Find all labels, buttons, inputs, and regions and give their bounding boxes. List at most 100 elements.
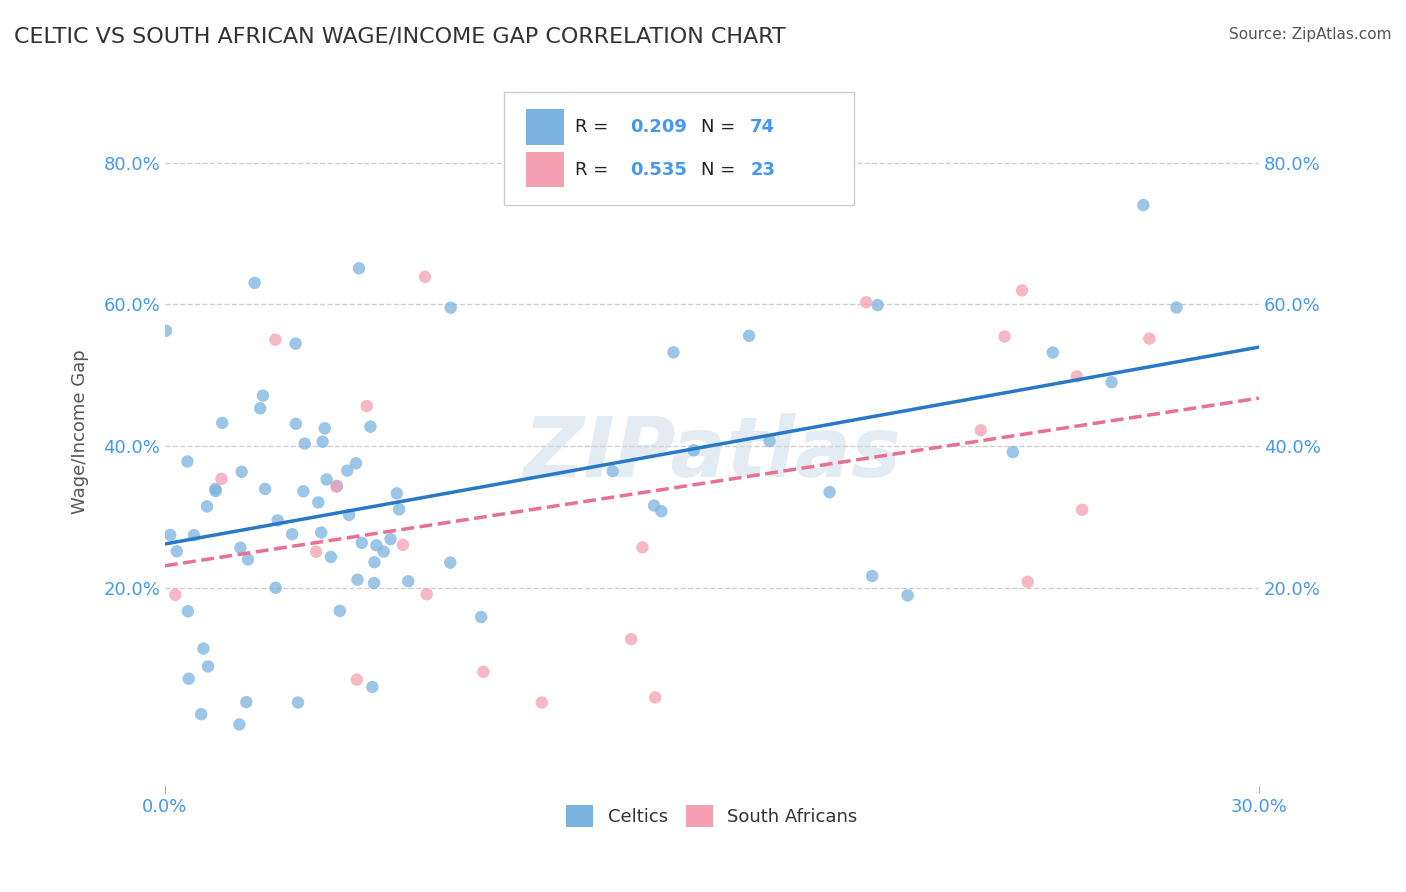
Point [346, 673, 368, 687]
Point [337, 508, 360, 522]
FancyBboxPatch shape [526, 110, 564, 145]
Point [346, 573, 368, 587]
Point [392, 538, 415, 552]
Point [235, 695, 257, 709]
Text: 23: 23 [751, 161, 775, 178]
Point [361, 680, 384, 694]
Point [264, 333, 287, 347]
Point [1011, 284, 1033, 298]
Point [344, 456, 367, 470]
Point [388, 502, 411, 516]
Point [380, 532, 402, 546]
Point [294, 436, 316, 450]
Point [682, 443, 704, 458]
Text: R =: R = [575, 161, 614, 178]
Point [177, 672, 200, 686]
Point [366, 538, 388, 552]
Point [159, 528, 181, 542]
FancyBboxPatch shape [503, 92, 855, 205]
Point [195, 500, 218, 514]
Point [860, 569, 883, 583]
Point [155, 324, 177, 338]
Point [738, 328, 761, 343]
Point [470, 610, 492, 624]
Point [281, 527, 304, 541]
Point [818, 485, 841, 500]
Point [236, 552, 259, 566]
Point [325, 480, 347, 494]
Text: 74: 74 [751, 118, 775, 136]
Point [305, 544, 328, 558]
Point [336, 464, 359, 478]
Point [866, 298, 889, 312]
Point [264, 581, 287, 595]
Point [1101, 375, 1123, 389]
Text: ZIPatlas: ZIPatlas [523, 413, 901, 494]
Text: R =: R = [575, 118, 614, 136]
Point [231, 465, 253, 479]
Point [356, 399, 378, 413]
Point [292, 484, 315, 499]
Point [530, 696, 553, 710]
Point [1137, 332, 1160, 346]
Point [228, 717, 250, 731]
Point [204, 482, 226, 496]
Point [347, 261, 370, 276]
Point [193, 641, 215, 656]
Point [209, 472, 232, 486]
FancyBboxPatch shape [526, 152, 564, 187]
Point [970, 423, 993, 437]
Point [287, 696, 309, 710]
Point [1166, 301, 1188, 315]
Point [1071, 502, 1094, 516]
Point [363, 576, 385, 591]
Point [190, 707, 212, 722]
Point [266, 513, 288, 527]
Point [309, 525, 332, 540]
Point [315, 473, 337, 487]
Point [254, 482, 277, 496]
Point [631, 541, 654, 555]
Point [229, 541, 252, 555]
Point [620, 632, 643, 647]
Legend: Celtics, South Africans: Celtics, South Africans [560, 797, 865, 834]
Point [165, 588, 187, 602]
Point [662, 345, 685, 359]
Point [439, 556, 461, 570]
Point [1001, 445, 1024, 459]
Point [416, 587, 439, 601]
Point [177, 604, 200, 618]
Point [243, 276, 266, 290]
Point [1066, 369, 1088, 384]
Point [363, 555, 385, 569]
Point [1017, 574, 1039, 589]
Point [166, 544, 188, 558]
Point [314, 421, 336, 435]
Point [176, 454, 198, 468]
Point [319, 549, 342, 564]
Point [855, 295, 877, 310]
Point [440, 301, 463, 315]
Point [204, 483, 226, 498]
Point [197, 659, 219, 673]
Text: Source: ZipAtlas.com: Source: ZipAtlas.com [1229, 27, 1392, 42]
Point [897, 589, 920, 603]
Point [472, 665, 495, 679]
Point [758, 434, 780, 448]
Point [211, 416, 233, 430]
Point [385, 486, 408, 500]
Point [329, 604, 352, 618]
Point [1132, 198, 1154, 212]
Text: CELTIC VS SOUTH AFRICAN WAGE/INCOME GAP CORRELATION CHART: CELTIC VS SOUTH AFRICAN WAGE/INCOME GAP … [14, 27, 786, 46]
Point [413, 269, 436, 284]
Text: N =: N = [702, 161, 741, 178]
Text: 0.535: 0.535 [630, 161, 686, 178]
Point [373, 544, 395, 558]
Point [644, 690, 666, 705]
Point [1042, 345, 1064, 359]
Point [307, 495, 329, 509]
Point [994, 329, 1017, 343]
Point [602, 464, 624, 478]
Point [252, 389, 274, 403]
Text: 0.209: 0.209 [630, 118, 686, 136]
